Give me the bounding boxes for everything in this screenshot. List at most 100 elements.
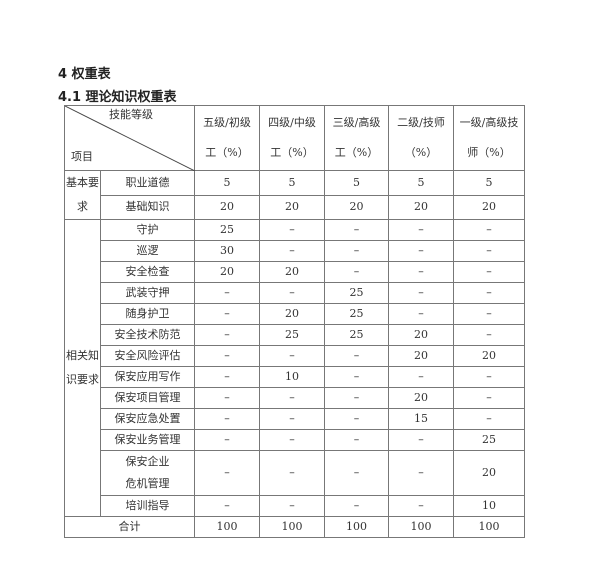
diagonal-line xyxy=(65,106,195,171)
table-row: 保安项目管理 – – –20– xyxy=(65,387,525,409)
item-label: 安全检查 xyxy=(100,261,195,283)
column-header: 二级/技师（%） xyxy=(388,105,454,171)
value-cell: 20 xyxy=(388,194,454,220)
item-label: 培训指导 xyxy=(100,495,195,517)
table-row: 安全技术防范 –25 25 20– xyxy=(65,324,525,346)
value-cell: – xyxy=(324,345,389,367)
total-value: 100 xyxy=(388,516,454,538)
table-row: 保安业务管理 – – – –25 xyxy=(65,429,525,451)
value-cell: 5 xyxy=(388,170,454,196)
value-cell: 20 xyxy=(194,194,260,220)
value-cell: 20 xyxy=(453,194,525,220)
item-label: 巡逻 xyxy=(100,240,195,262)
value-cell: – xyxy=(324,219,389,241)
value-cell: – xyxy=(324,240,389,262)
total-value: 100 xyxy=(259,516,325,538)
table-row: 安全风险评估 – – –20 20 xyxy=(65,345,525,367)
value-cell: 25 xyxy=(324,303,389,325)
value-cell: – xyxy=(194,324,260,346)
value-cell: – xyxy=(453,303,525,325)
value-cell: – xyxy=(388,366,454,388)
value-cell: – xyxy=(324,450,389,496)
value-cell: 20 xyxy=(259,194,325,220)
value-cell: – xyxy=(194,345,260,367)
value-cell: 20 xyxy=(324,194,389,220)
total-label: 合计 xyxy=(64,516,195,538)
total-value: 100 xyxy=(324,516,389,538)
value-cell: 20 xyxy=(388,387,454,409)
table-row: 培训指导 – – – –10 xyxy=(65,495,525,517)
value-cell: 20 xyxy=(388,324,454,346)
weight-table: 技能等级 项目 五级/初级工（%） 四级/中级工（%） 三级/高级工（%） 二级/技师… xyxy=(64,105,525,538)
value-cell: – xyxy=(259,345,325,367)
value-cell: – xyxy=(388,261,454,283)
table-row: 相关知识要求 守护 25– – – – xyxy=(64,219,525,517)
value-cell: – xyxy=(388,495,454,517)
value-cell: 20 xyxy=(453,450,525,496)
value-cell: 25 xyxy=(259,324,325,346)
value-cell: – xyxy=(194,303,260,325)
value-cell: 20 xyxy=(194,261,260,283)
item-label: 武装守押 xyxy=(100,282,195,304)
value-cell: 10 xyxy=(259,366,325,388)
group-label: 基本要求 xyxy=(64,170,101,220)
value-cell: 25 xyxy=(194,219,260,241)
column-header: 五级/初级工（%） xyxy=(194,105,260,171)
value-cell: – xyxy=(259,495,325,517)
value-cell: 5 xyxy=(324,170,389,196)
item-label: 保安应用写作 xyxy=(100,366,195,388)
value-cell: – xyxy=(259,240,325,262)
item-label: 保安项目管理 xyxy=(100,387,195,409)
corner-bottom-label: 项目 xyxy=(71,150,93,163)
value-cell: – xyxy=(324,366,389,388)
table-row: 基本要求 职业道德 5 5 5 5 5 xyxy=(64,170,525,220)
value-cell: – xyxy=(259,219,325,241)
value-cell: – xyxy=(453,240,525,262)
item-label: 随身护卫 xyxy=(100,303,195,325)
table-row: 保安企业危机管理 – – – –20 xyxy=(65,450,525,496)
item-label: 安全风险评估 xyxy=(100,345,195,367)
table-row: 巡逻 30– – – – xyxy=(65,240,525,262)
value-cell: – xyxy=(388,219,454,241)
value-cell: – xyxy=(453,324,525,346)
value-cell: – xyxy=(388,240,454,262)
value-cell: 5 xyxy=(259,170,325,196)
value-cell: 25 xyxy=(324,282,389,304)
value-cell: – xyxy=(388,303,454,325)
value-cell: – xyxy=(324,387,389,409)
table-row: 武装守押 – –25– – xyxy=(65,282,525,304)
value-cell: – xyxy=(388,429,454,451)
value-cell: 20 xyxy=(453,345,525,367)
corner-top-label: 技能等级 xyxy=(109,108,153,121)
value-cell: 20 xyxy=(259,303,325,325)
table-row: 保安应急处置 – – –15– xyxy=(65,408,525,430)
total-value: 100 xyxy=(453,516,525,538)
value-cell: – xyxy=(259,408,325,430)
column-header: 一级/高级技师（%） xyxy=(453,105,525,171)
group-label: 相关知识要求 xyxy=(64,219,101,517)
value-cell: 20 xyxy=(259,261,325,283)
value-cell: – xyxy=(324,408,389,430)
item-label: 守护 xyxy=(100,219,195,241)
value-cell: – xyxy=(388,282,454,304)
value-cell: – xyxy=(259,450,325,496)
column-header: 三级/高级工（%） xyxy=(324,105,389,171)
value-cell: – xyxy=(453,282,525,304)
value-cell: – xyxy=(259,429,325,451)
value-cell: 25 xyxy=(324,324,389,346)
value-cell: 30 xyxy=(194,240,260,262)
total-row: 合计 100 100 100 100 100 xyxy=(64,516,525,538)
value-cell: 10 xyxy=(453,495,525,517)
value-cell: – xyxy=(453,387,525,409)
value-cell: – xyxy=(194,408,260,430)
value-cell: – xyxy=(324,261,389,283)
item-label: 基础知识 xyxy=(100,194,195,220)
value-cell: 5 xyxy=(453,170,525,196)
corner-cell: 技能等级 项目 xyxy=(64,105,195,171)
item-label: 安全技术防范 xyxy=(100,324,195,346)
total-value: 100 xyxy=(194,516,260,538)
table-row: 保安应用写作 –10– – – xyxy=(65,366,525,388)
table-row: 安全检查 20 20– – – xyxy=(65,261,525,283)
value-cell: – xyxy=(324,495,389,517)
table-row: 基础知识 20 20 20 20 20 xyxy=(65,194,525,220)
